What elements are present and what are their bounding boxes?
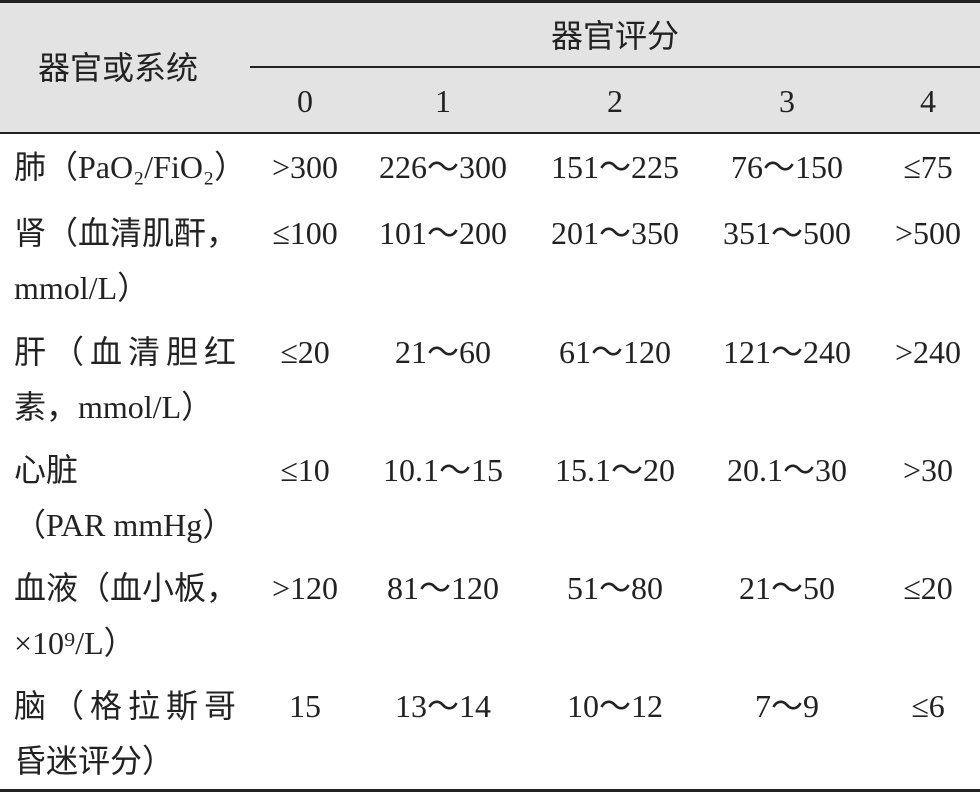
row-label: 肺（PaO₂/FiO₂） (14, 149, 247, 185)
score-header: 器官评分 (550, 18, 680, 54)
row-label: 心脏 (14, 452, 79, 488)
row-label: 血液（血小板， (14, 570, 239, 606)
cell: 226～300 (378, 149, 508, 185)
cell: 10.1～15 (382, 452, 504, 488)
cell: 21～60 (394, 334, 492, 370)
row-label: 肾（血清肌酐， (14, 215, 239, 251)
row-label: 肝（血清胆红 (14, 334, 236, 370)
row-header: 器官或系统 (38, 50, 199, 86)
cell: 61～120 (558, 334, 672, 370)
score-label: 3 (779, 83, 795, 119)
row-label: 素，mmol/L） (14, 389, 214, 425)
header-rule (250, 66, 980, 68)
cell: ≤100 (272, 215, 338, 251)
cell: 15 (289, 688, 321, 724)
cell: 7～9 (754, 688, 820, 724)
cell: 101～200 (378, 215, 508, 251)
cell: >240 (894, 334, 962, 370)
cell: ≤20 (903, 570, 953, 606)
cell: 51～80 (566, 570, 664, 606)
cell: 15.1～20 (554, 452, 676, 488)
cell: 10～12 (566, 688, 664, 724)
cell: ≤10 (280, 452, 330, 488)
score-label: 2 (607, 83, 623, 119)
top-rule (0, 0, 980, 3)
cell: ≤6 (911, 688, 945, 724)
row-label: （PAR mmHg） (14, 507, 235, 543)
row-label: 昏迷评分） (14, 743, 175, 779)
row-label: ×10⁹/L） (14, 625, 136, 661)
score-label: 1 (435, 83, 451, 119)
cell: >500 (894, 215, 962, 251)
cell: >120 (271, 570, 339, 606)
score-label: 4 (920, 83, 936, 119)
score-label: 0 (297, 83, 313, 119)
cell: >30 (902, 452, 954, 488)
cell: >300 (271, 149, 339, 185)
cell: 81～120 (386, 570, 500, 606)
cell: 351～500 (722, 215, 852, 251)
cell: 76～150 (730, 149, 844, 185)
cell: 21～50 (738, 570, 836, 606)
row-label: mmol/L） (14, 270, 150, 306)
cell: ≤75 (903, 149, 953, 185)
cell: 151～225 (550, 149, 680, 185)
bottom-rule (0, 789, 980, 792)
header-bottom-rule (0, 132, 980, 134)
cell: 20.1～30 (726, 452, 848, 488)
row-label: 脑（格拉斯哥 (14, 688, 236, 724)
cell: 201～350 (550, 215, 680, 251)
cell: 121～240 (722, 334, 852, 370)
cell: 13～14 (394, 688, 492, 724)
cell: ≤20 (280, 334, 330, 370)
